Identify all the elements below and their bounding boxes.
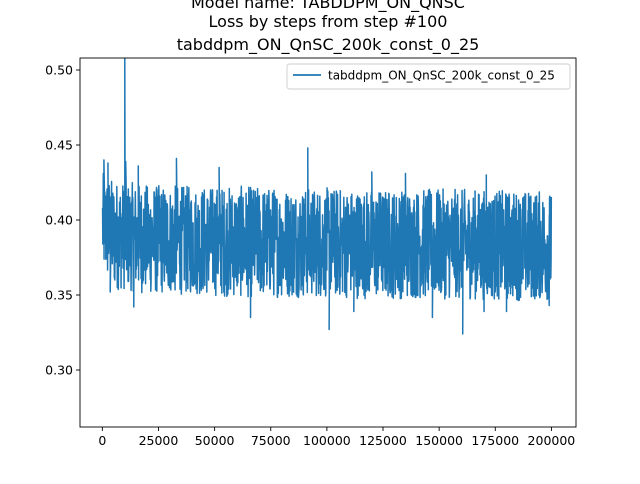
- plot-frame: [79, 57, 577, 428]
- title-line-3: tabddpm_ON_QnSC_200k_const_0_25: [177, 35, 480, 55]
- x-tick-label: 150000: [415, 433, 463, 448]
- chart-title: Model name: TABDDPM_ON_QNSC Loss by step…: [177, 0, 480, 55]
- y-tick-label: 0.35: [45, 288, 73, 303]
- x-tick-label: 75000: [251, 433, 291, 448]
- x-tick-label: 0: [98, 433, 106, 448]
- x-tick-label: 100000: [303, 433, 351, 448]
- x-tick-label: 125000: [359, 433, 407, 448]
- loss-series-line: [101, 58, 553, 335]
- y-tick-label: 0.45: [45, 138, 73, 153]
- title-line-2: Loss by steps from step #100: [209, 12, 448, 31]
- x-tick-label: 25000: [139, 433, 179, 448]
- y-tick-label: 0.50: [45, 63, 73, 78]
- y-axis: 0.30 0.35 0.40 0.45 0.50: [45, 63, 80, 378]
- legend-box: [286, 63, 571, 90]
- y-tick-label: 0.30: [45, 363, 73, 378]
- x-tick-label: 50000: [195, 433, 235, 448]
- y-tick-label: 0.40: [45, 213, 73, 228]
- title-line-1: Model name: TABDDPM_ON_QNSC: [191, 0, 465, 13]
- x-tick-label: 200000: [528, 433, 576, 448]
- x-tick-label: 175000: [471, 433, 519, 448]
- x-axis: 0 25000 50000 75000 100000 125000 150000 175000…: [98, 427, 575, 448]
- legend-label: tabddpm_ON_QnSC_200k_const_0_25: [328, 69, 555, 83]
- plot-series-area: [101, 58, 553, 335]
- legend: tabddpm_ON_QnSC_200k_const_0_25: [286, 63, 571, 90]
